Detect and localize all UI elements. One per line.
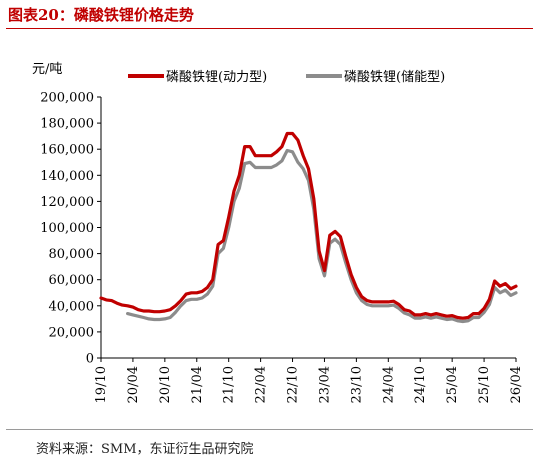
title-divider <box>6 28 533 29</box>
y-tick-label: 20,000 <box>49 325 95 340</box>
x-tick-label: 24/10 <box>413 366 428 403</box>
source-divider <box>6 429 533 430</box>
x-tick-label: 25/04 <box>445 366 460 403</box>
series-line-storage <box>125 148 518 324</box>
x-tick-label: 23/04 <box>317 366 332 403</box>
chart-series <box>99 131 518 324</box>
y-tick-label: 180,000 <box>40 117 94 132</box>
chart-axes: 元/吨 0 20,000 40,000 60,000 80,000 100,000 120,0… <box>32 62 524 403</box>
y-tick-label: 160,000 <box>40 143 94 158</box>
source-note: 资料来源：SMM，东证衍生品研究院 <box>36 442 254 457</box>
y-tick-label: 120,000 <box>40 195 94 210</box>
y-tick-label: 40,000 <box>49 299 95 314</box>
y-tick-label: 80,000 <box>49 247 95 262</box>
x-tick-label: 24/04 <box>381 366 396 403</box>
y-tick-label: 0 <box>86 352 94 367</box>
legend-label-storage: 磷酸铁锂(储能型) <box>344 70 445 85</box>
series-line-power <box>99 131 518 320</box>
legend-label-power: 磷酸铁锂(动力型) <box>166 70 267 85</box>
x-tick-label: 20/04 <box>126 366 141 403</box>
chart-legend: 磷酸铁锂(动力型) 磷酸铁锂(储能型) <box>128 70 445 85</box>
y-tick-label: 140,000 <box>40 169 94 184</box>
y-tick-label: 60,000 <box>49 273 95 288</box>
x-tick-label: 25/10 <box>477 366 492 403</box>
x-tick-label: 26/04 <box>509 366 524 403</box>
figure-title: 图表20：磷酸铁锂价格走势 <box>8 6 194 24</box>
x-tick-label: 21/10 <box>222 366 237 403</box>
x-tick-label: 19/10 <box>94 366 109 403</box>
x-tick-label: 22/04 <box>254 366 269 403</box>
x-tick-label: 20/10 <box>158 366 173 403</box>
unit-label: 元/吨 <box>32 62 62 77</box>
y-tick-label: 100,000 <box>40 221 94 236</box>
x-tick-label: 23/10 <box>349 366 364 403</box>
x-tick-label: 21/04 <box>190 366 205 403</box>
y-tick-label: 200,000 <box>40 91 94 106</box>
x-tick-label: 22/10 <box>286 366 301 403</box>
